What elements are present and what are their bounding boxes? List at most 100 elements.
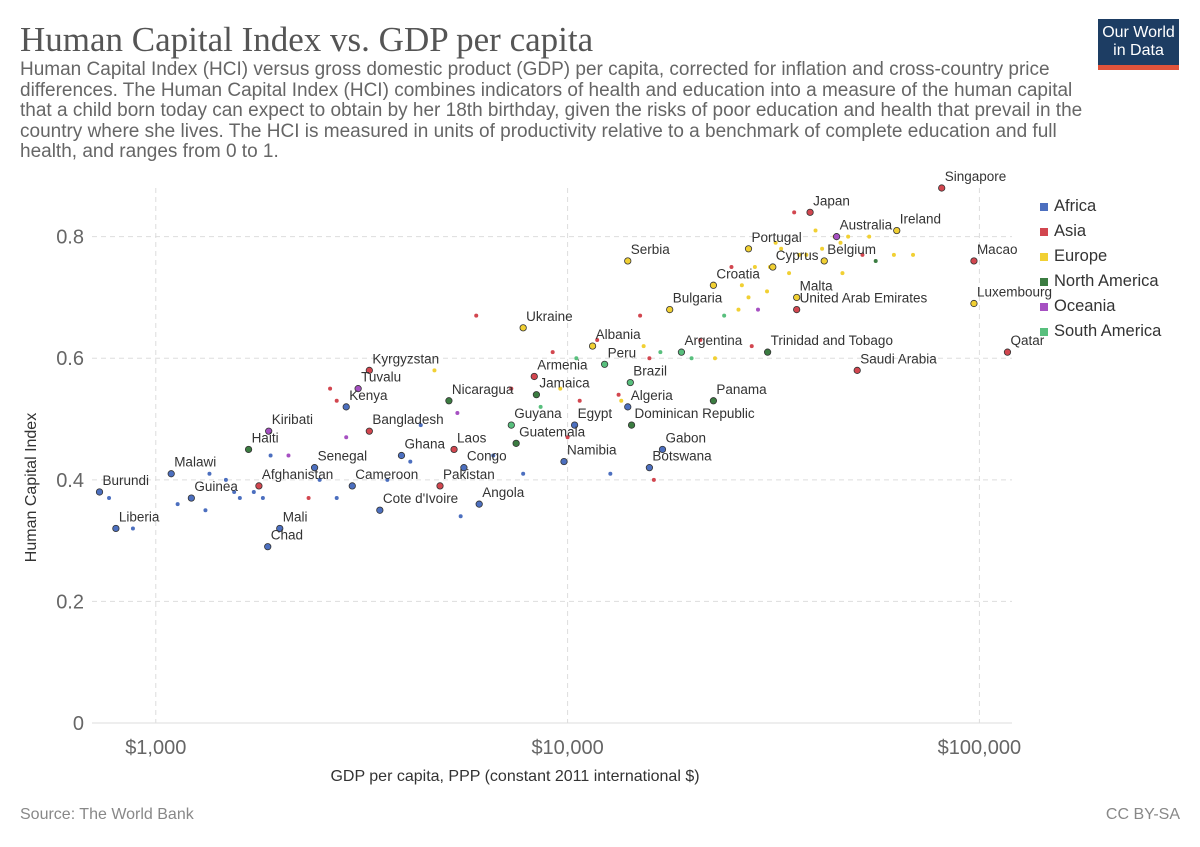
data-point — [385, 477, 390, 482]
data-point — [558, 386, 563, 391]
point-label: Belgium — [827, 242, 876, 257]
data-point — [677, 348, 686, 356]
data-point — [756, 307, 761, 312]
data-point — [746, 295, 751, 300]
data-point — [130, 526, 135, 531]
point-label: Armenia — [537, 357, 588, 372]
data-point — [787, 271, 792, 276]
point-label: Kenya — [349, 388, 388, 403]
data-point — [237, 496, 242, 501]
point-label: Afghanistan — [262, 467, 333, 482]
data-point — [846, 234, 851, 239]
point-label: Angola — [482, 485, 525, 500]
data-point — [736, 307, 741, 312]
data-point — [601, 360, 609, 368]
point-label: Croatia — [716, 266, 760, 281]
point-label: Ireland — [900, 212, 941, 227]
data-points — [95, 184, 1012, 551]
point-label: Gabon — [665, 430, 706, 445]
legend-item[interactable]: Oceania — [1040, 294, 1161, 319]
point-label: Haiti — [252, 430, 279, 445]
data-point — [276, 524, 284, 533]
point-label: Trinidad and Tobago — [771, 333, 893, 348]
point-label: Egypt — [578, 406, 613, 421]
data-point — [624, 257, 632, 265]
logo-line-2: in Data — [1113, 42, 1164, 59]
data-point — [820, 246, 825, 251]
point-label: Singapore — [945, 169, 1007, 184]
point-label: Dominican Republic — [635, 406, 755, 421]
point-label: Ghana — [404, 437, 445, 452]
legend-item[interactable]: Africa — [1040, 194, 1161, 219]
data-point — [651, 477, 656, 482]
legend-item[interactable]: Europe — [1040, 244, 1161, 269]
data-point — [436, 482, 444, 490]
point-label: Japan — [813, 193, 850, 208]
legend-item[interactable]: South America — [1040, 319, 1161, 344]
data-point — [793, 293, 801, 302]
source-note[interactable]: Source: The World Bank — [20, 806, 194, 823]
point-label: Qatar — [1010, 333, 1044, 348]
point-label: Kyrgyzstan — [372, 351, 439, 366]
data-point — [792, 210, 797, 215]
data-point — [344, 435, 349, 440]
data-point — [255, 482, 263, 490]
data-point — [838, 240, 843, 245]
data-point — [712, 356, 717, 361]
data-point — [588, 342, 597, 350]
data-point — [550, 350, 555, 355]
legend-label: Africa — [1054, 197, 1097, 215]
data-point — [334, 398, 339, 403]
point-label: Senegal — [318, 449, 368, 464]
data-point — [317, 477, 322, 482]
point-label: Cyprus — [776, 248, 819, 263]
license-note[interactable]: CC BY-SA — [1105, 806, 1180, 823]
data-point — [95, 488, 104, 496]
data-point — [265, 427, 273, 435]
data-point — [793, 305, 801, 314]
legend-label: North America — [1054, 272, 1159, 290]
x-tick-label: $10,000 — [531, 737, 603, 759]
point-label: Botswana — [652, 449, 712, 464]
data-point — [509, 386, 514, 391]
data-point — [853, 366, 861, 374]
legend-label: South America — [1054, 322, 1162, 340]
legend-label: Oceania — [1054, 297, 1116, 315]
data-point — [328, 386, 333, 391]
data-point — [365, 366, 373, 374]
data-point — [348, 482, 356, 490]
point-label: Cote d'Ivoire — [383, 491, 458, 506]
data-point — [773, 240, 778, 245]
point-label: Ukraine — [526, 309, 573, 324]
data-point — [175, 502, 180, 507]
data-point — [354, 385, 362, 393]
data-point — [970, 299, 978, 308]
owid-logo[interactable]: Our World in Data — [1098, 19, 1179, 70]
data-point — [310, 464, 319, 472]
legend-swatch — [1040, 202, 1048, 211]
point-label: Liberia — [119, 509, 160, 524]
legend-item[interactable]: Asia — [1040, 219, 1161, 244]
grid-lines — [92, 188, 1012, 724]
y-tick-label: 0.8 — [56, 227, 84, 249]
point-label: Nicaragua — [452, 382, 514, 397]
data-point — [722, 313, 727, 318]
data-point — [658, 350, 663, 355]
chart-subtitle: Human Capital Index (HCI) versus gross d… — [20, 59, 1083, 162]
x-tick-label: $1,000 — [125, 737, 186, 759]
logo-line-1: Our World — [1102, 24, 1175, 41]
data-point — [739, 283, 744, 288]
point-label: Macao — [977, 242, 1018, 257]
point-label: Congo — [467, 449, 507, 464]
point-label: Saudi Arabia — [860, 351, 937, 366]
legend-swatch — [1040, 252, 1048, 261]
point-label: Cameroon — [355, 467, 418, 482]
legend-item[interactable]: North America — [1040, 269, 1161, 294]
data-point — [521, 471, 526, 476]
point-labels: Burundi Liberia Malawi Guinea Haiti Afghanist… — [103, 169, 1053, 543]
data-point — [538, 404, 543, 409]
data-point — [627, 421, 636, 429]
data-point — [334, 496, 339, 501]
data-point — [893, 226, 901, 235]
legend-label: Asia — [1054, 222, 1087, 240]
